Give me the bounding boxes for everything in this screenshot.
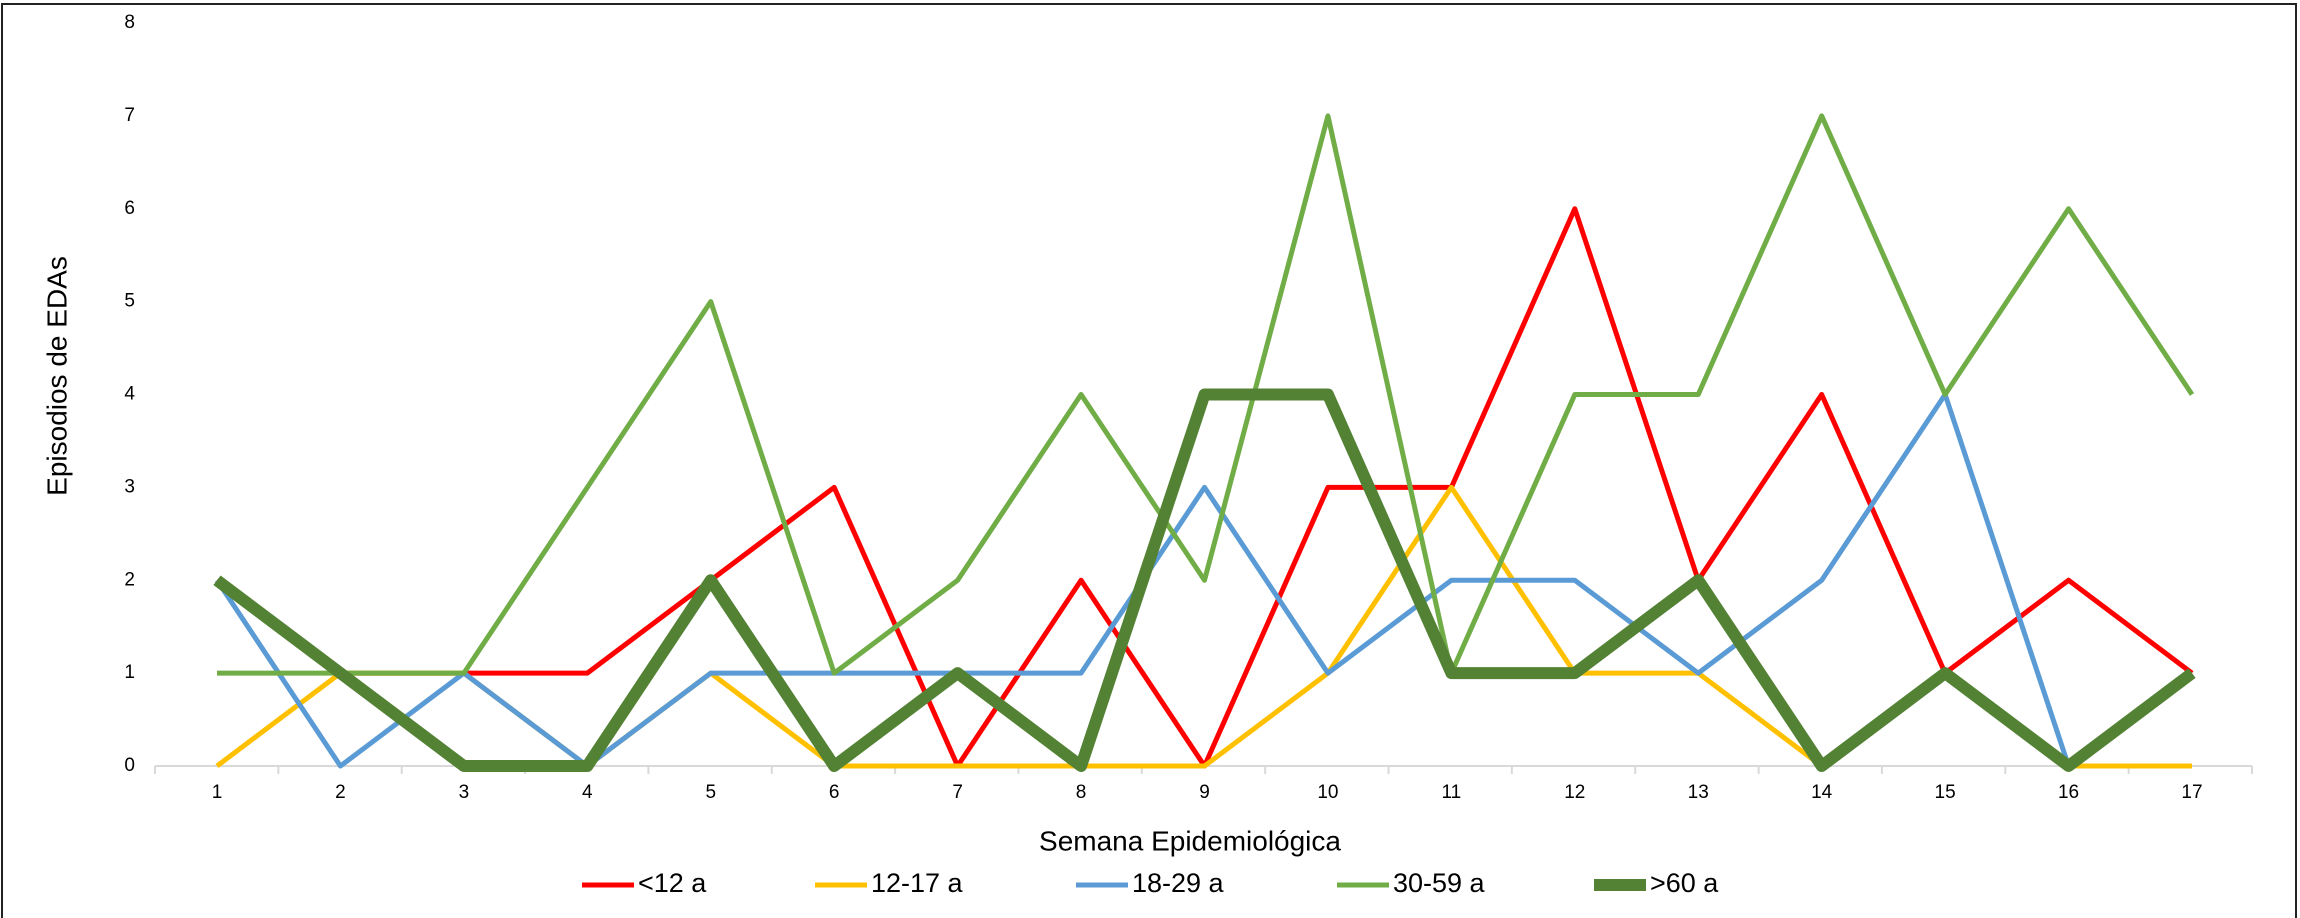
series-line (215, 484, 2192, 769)
x-tick-label: 16 (2058, 782, 2079, 803)
x-tick-label: 6 (829, 782, 840, 803)
x-tick-label: 2 (335, 782, 346, 803)
x-tick-label: 8 (1076, 782, 1087, 803)
y-tick-label: 5 (124, 291, 135, 312)
y-tick-label: 1 (124, 662, 135, 683)
x-tick-label: 13 (1688, 782, 1709, 803)
x-tick-label: 5 (705, 782, 716, 803)
x-tick-label: 9 (1199, 782, 1210, 803)
legend-label: <12 a (638, 868, 707, 898)
legend-label: 30-59 a (1393, 868, 1486, 898)
y-axis-title: Episodios de EDAs (41, 256, 72, 496)
x-tick-label: 4 (582, 782, 593, 803)
y-tick-label: 3 (124, 476, 135, 497)
x-axis-title: Semana Epidemiológica (1039, 825, 1341, 856)
series-line (217, 113, 2195, 676)
y-tick-label: 4 (124, 384, 135, 405)
x-tick-label: 12 (1564, 782, 1585, 803)
legend-label: 18-29 a (1132, 868, 1225, 898)
x-tick-label: 7 (952, 782, 963, 803)
x-tick-label: 17 (2181, 782, 2202, 803)
legend-label: >60 a (1650, 868, 1719, 898)
y-tick-label: 2 (124, 569, 135, 590)
y-tick-label: 6 (124, 198, 135, 219)
y-tick-label: 7 (124, 105, 135, 126)
x-tick-label: 1 (212, 782, 223, 803)
series-line (213, 388, 2196, 772)
x-tick-label: 10 (1317, 782, 1338, 803)
x-tick-label: 3 (459, 782, 470, 803)
chart-frame (1, 3, 2297, 918)
y-tick-label: 0 (124, 755, 135, 776)
x-tick-label: 14 (1811, 782, 1833, 803)
series-line (214, 392, 2194, 769)
y-tick-label: 8 (124, 12, 135, 33)
legend-label: 12-17 a (871, 868, 964, 898)
x-tick-label: 15 (1935, 782, 1956, 803)
x-tick-label: 11 (1442, 782, 1462, 803)
